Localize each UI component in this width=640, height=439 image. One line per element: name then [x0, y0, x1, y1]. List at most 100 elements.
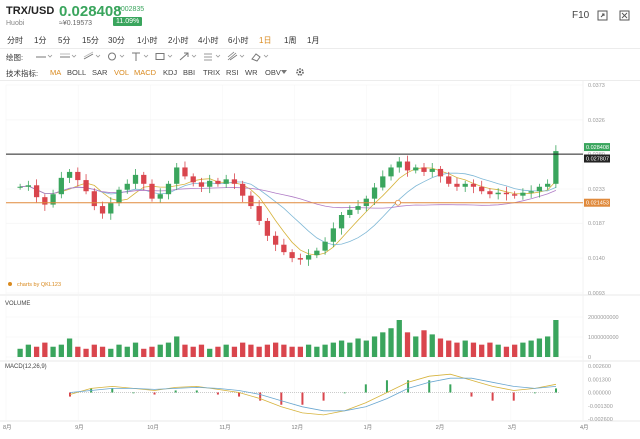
- macd-histogram-bar: [385, 380, 388, 393]
- volume-bar: [446, 340, 452, 357]
- candle-body: [553, 151, 559, 184]
- candle-body: [272, 235, 279, 245]
- indicator-wr[interactable]: WR: [245, 68, 258, 77]
- volume-bar: [371, 336, 378, 357]
- tab-period-5[interactable]: 1小时: [137, 36, 158, 45]
- tab-period-1[interactable]: 1分: [34, 36, 47, 45]
- candle-body: [380, 176, 386, 188]
- chart-svg[interactable]: 0.03730.03260.02800.02330.01870.01400.00…: [0, 81, 640, 439]
- candle-body: [75, 171, 81, 181]
- candle-body: [495, 192, 501, 195]
- y-tick-label: 0.002600: [588, 364, 611, 370]
- volume-bar: [355, 338, 361, 357]
- price-marker-label: 0.021453: [586, 201, 609, 207]
- candle-body: [256, 206, 262, 221]
- eraser-icon[interactable]: [250, 51, 270, 62]
- volume-bar: [149, 346, 155, 357]
- volume-bar: [124, 346, 130, 357]
- y-tick-label: 2000000000: [588, 315, 619, 321]
- ma10-line: [20, 172, 557, 246]
- volume-bar: [363, 340, 369, 357]
- candle-body: [58, 177, 64, 195]
- tab-period-6[interactable]: 2小时: [168, 36, 189, 45]
- line-tool-icon[interactable]: [34, 51, 54, 62]
- macd-histogram-bar: [343, 392, 346, 394]
- tab-period-7[interactable]: 4小时: [198, 36, 219, 45]
- watermark-text: charts by QKL123: [17, 282, 61, 288]
- indicator-macd[interactable]: MACD: [134, 68, 157, 77]
- screenshot-icon[interactable]: [619, 10, 630, 21]
- candle-body: [91, 191, 97, 207]
- text-icon[interactable]: [130, 51, 150, 62]
- macd-histogram-bar: [555, 388, 557, 393]
- horizontal-line-icon[interactable]: [58, 51, 78, 62]
- ma5-line: [20, 167, 557, 256]
- volume-bar: [198, 344, 205, 357]
- arrow-icon[interactable]: [178, 51, 198, 62]
- candle-body: [50, 194, 56, 205]
- tab-period-10[interactable]: 1周: [284, 36, 297, 45]
- indicator-trix[interactable]: TRIX: [203, 68, 221, 77]
- quote-header: TRX/USD Huobi 0.028408 ≈¥0.19573 0.00283…: [0, 0, 640, 32]
- tab-period-2[interactable]: 5分: [58, 36, 71, 45]
- macd-dea-line: [69, 377, 557, 412]
- channel-icon[interactable]: [82, 51, 102, 62]
- y-tick-label: -0.001300: [588, 404, 613, 410]
- gear-icon[interactable]: [295, 67, 305, 77]
- x-tick-label: 12月: [292, 424, 304, 431]
- macd-histogram-bar: [238, 392, 241, 397]
- circle-icon[interactable]: [106, 51, 126, 62]
- volume-bar: [528, 340, 534, 357]
- fib-icon[interactable]: [202, 51, 222, 62]
- volume-bar: [182, 344, 188, 357]
- macd-histogram-bar: [280, 392, 283, 405]
- tab-period-9[interactable]: 1日: [259, 36, 272, 45]
- volume-bar: [116, 344, 122, 357]
- chevron-down-icon[interactable]: [281, 70, 287, 75]
- indicator-ma[interactable]: MA: [50, 68, 62, 77]
- candle-body: [141, 174, 147, 184]
- indicator-obv[interactable]: OBV: [265, 68, 281, 77]
- candle-body: [470, 183, 477, 187]
- tab-period-4[interactable]: 30分: [108, 36, 125, 45]
- candle-body: [264, 220, 271, 236]
- macd-histogram-bar: [470, 392, 473, 397]
- indicator-rsi[interactable]: RSI: [226, 68, 239, 77]
- volume-bar: [421, 330, 427, 357]
- candle-body: [83, 180, 89, 192]
- candle-body: [190, 176, 196, 183]
- tab-period-11[interactable]: 1月: [307, 36, 320, 45]
- f10-button[interactable]: F10: [572, 10, 590, 21]
- y-tick-label: -0.002600: [588, 417, 613, 423]
- candle-body: [512, 194, 518, 196]
- volume-bar: [536, 338, 543, 357]
- volume-bar: [141, 348, 147, 357]
- line-handle[interactable]: [395, 199, 401, 206]
- macd-histogram-bar: [428, 380, 431, 393]
- indicator-boll[interactable]: BOLL: [67, 68, 87, 77]
- candle-body: [157, 194, 163, 199]
- indicator-sar[interactable]: SAR: [92, 68, 108, 77]
- chart-area[interactable]: 0.03730.03260.02800.02330.01870.01400.00…: [0, 81, 640, 439]
- candle-body: [33, 185, 40, 198]
- tab-period-8[interactable]: 6小时: [228, 36, 249, 45]
- volume-bar: [190, 346, 196, 357]
- candle-body: [520, 192, 526, 196]
- rect-icon[interactable]: [154, 51, 174, 62]
- pitchfork-icon[interactable]: [226, 51, 246, 62]
- volume-bar: [33, 346, 40, 357]
- fullscreen-icon[interactable]: [597, 10, 608, 21]
- volume-bar: [388, 328, 394, 357]
- tab-period-3[interactable]: 15分: [82, 36, 99, 45]
- volume-bar: [347, 342, 353, 357]
- candle-body: [182, 167, 188, 177]
- price-marker: [584, 154, 610, 163]
- macd-histogram-bar: [301, 392, 304, 405]
- indicator-kdj[interactable]: KDJ: [163, 68, 178, 77]
- indicator-bbi[interactable]: BBI: [183, 68, 196, 77]
- indicator-vol[interactable]: VOL: [114, 68, 130, 77]
- tab-period-0[interactable]: 分时: [7, 36, 23, 45]
- candle-body: [223, 179, 229, 184]
- candle-body: [116, 189, 122, 204]
- volume-bar: [314, 346, 320, 357]
